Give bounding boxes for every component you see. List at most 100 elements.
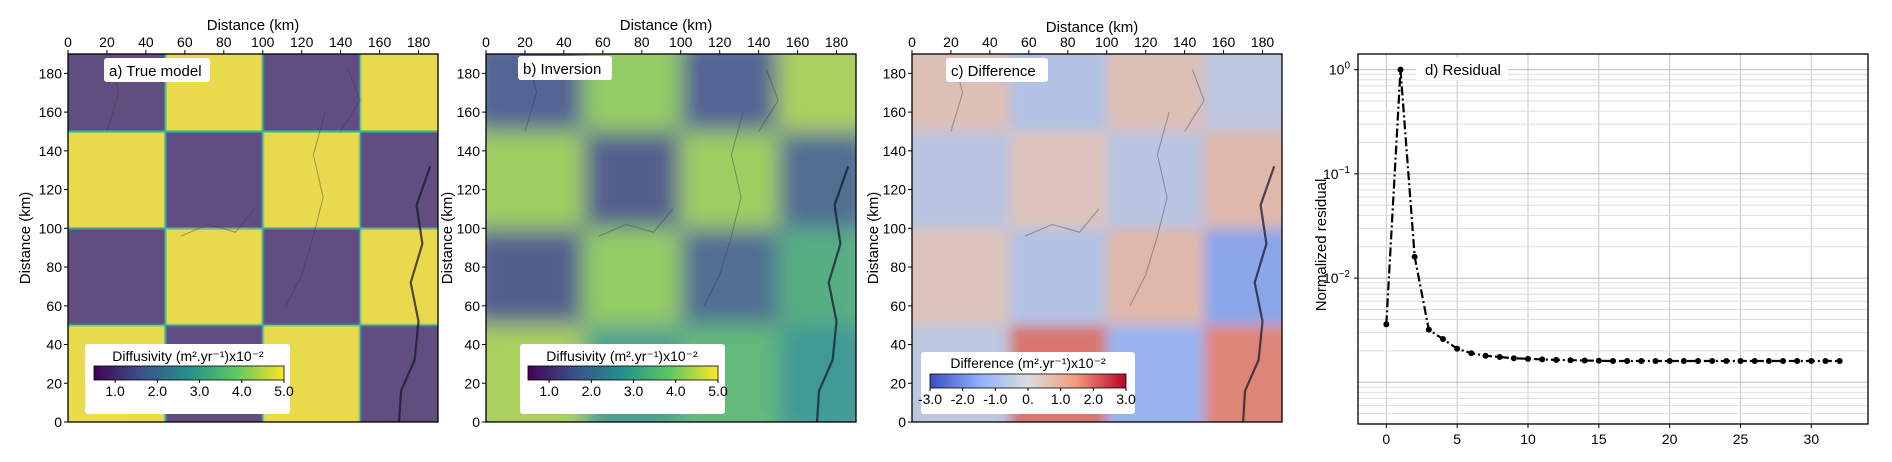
colorbar-tick-label: 4.0 bbox=[232, 383, 252, 399]
x-tick-label: 40 bbox=[138, 34, 154, 50]
y-axis-title: Distance (km) bbox=[17, 192, 34, 285]
x-tick-label: 140 bbox=[747, 34, 771, 50]
heatmap-cell bbox=[912, 131, 1010, 229]
data-point bbox=[1567, 357, 1574, 364]
heatmap-cell bbox=[68, 228, 166, 326]
y-tick-label: 100 bbox=[883, 220, 907, 236]
heatmap-cell bbox=[360, 228, 438, 326]
x-tick-label: 20 bbox=[99, 34, 115, 50]
y-tick-label: 0 bbox=[54, 414, 62, 430]
heatmap-cell bbox=[262, 131, 361, 229]
x-tick-label: 20 bbox=[517, 34, 533, 50]
x-tick-label: 40 bbox=[556, 34, 572, 50]
y-tick-label: 140 bbox=[39, 143, 63, 159]
x-tick-label: 0 bbox=[1382, 431, 1390, 447]
y-tick-label: 100 bbox=[457, 220, 481, 236]
heatmap-cell bbox=[262, 54, 361, 132]
y-tick-label: 20 bbox=[464, 375, 480, 391]
plot-frame bbox=[911, 53, 1283, 423]
data-point bbox=[1624, 358, 1631, 365]
data-point bbox=[1765, 358, 1772, 365]
x-tick-label: 0 bbox=[908, 34, 916, 50]
colorbar-tick-label: -3.0 bbox=[918, 391, 942, 407]
y-tick-label: 160 bbox=[39, 104, 63, 120]
data-point bbox=[1737, 358, 1744, 365]
x-tick-label: 100 bbox=[1095, 34, 1119, 50]
x-tick-label: 100 bbox=[669, 34, 693, 50]
data-point bbox=[1496, 353, 1503, 360]
heatmap-cell bbox=[1106, 54, 1205, 132]
heatmap-cell bbox=[165, 228, 263, 326]
y-tick-label: 20 bbox=[890, 375, 906, 391]
colorbar-tick-label: 2.0 bbox=[1084, 391, 1104, 407]
x-tick-label: 30 bbox=[1804, 431, 1820, 447]
x-tick-label: 20 bbox=[943, 34, 959, 50]
drainage-stream bbox=[180, 208, 256, 237]
colorbar-tick-label: -1.0 bbox=[983, 391, 1007, 407]
data-point bbox=[1525, 355, 1531, 362]
y-tick-label: 40 bbox=[46, 337, 62, 353]
data-point bbox=[1539, 356, 1546, 363]
y-tick-label: 140 bbox=[883, 143, 907, 159]
y-tick-label: 100 bbox=[1329, 61, 1351, 78]
x-tick-label: 120 bbox=[708, 34, 732, 50]
data-point bbox=[1425, 326, 1432, 333]
y-tick-label: 100 bbox=[39, 220, 63, 236]
data-point bbox=[1454, 345, 1461, 352]
panel-inversion: Distance (km) Distance (km) 0 20 40 60 80 100… bbox=[439, 17, 857, 430]
x-tick-label: 0 bbox=[64, 34, 72, 50]
colorbar-tick-label: 5.0 bbox=[708, 383, 728, 399]
panel-label-box bbox=[946, 58, 1048, 82]
heatmap-cell bbox=[1106, 131, 1205, 229]
panel-label: b) Inversion bbox=[523, 61, 601, 78]
drainage-stream bbox=[598, 208, 674, 237]
x-tick-label: 15 bbox=[1591, 431, 1607, 447]
heatmap-cell bbox=[360, 54, 438, 132]
y-tick-label: 120 bbox=[457, 182, 481, 198]
panel-label: c) Difference bbox=[951, 63, 1036, 80]
y-tick-label: 180 bbox=[39, 65, 63, 81]
data-point bbox=[1723, 358, 1730, 365]
panel-residual: 0 5 10 15 20 25 30 100 10−1 10−2 d) Residual Nor… bbox=[1313, 53, 1869, 447]
data-point bbox=[1510, 355, 1517, 362]
heatmap-cell bbox=[1009, 131, 1107, 229]
y-tick-label: 10−2 bbox=[1323, 269, 1350, 286]
colorbar-tick-label: 3.0 bbox=[1116, 391, 1136, 407]
y-tick-label: 0 bbox=[472, 414, 480, 430]
drainage-stream bbox=[703, 111, 744, 307]
heatmap-cell bbox=[1009, 228, 1107, 326]
heatmap-cell bbox=[1204, 228, 1282, 326]
colorbar-tick-label: 1.0 bbox=[539, 383, 559, 399]
x-tick-label: 160 bbox=[1212, 34, 1236, 50]
x-tick-label: 80 bbox=[216, 34, 232, 50]
x-tick-label: 100 bbox=[251, 34, 275, 50]
heatmap-cell bbox=[165, 131, 263, 229]
data-point bbox=[1780, 358, 1786, 365]
colorbar-gradient bbox=[93, 365, 285, 381]
data-point bbox=[1680, 358, 1687, 365]
colorbar: Diffusivity (m².yr⁻¹)x10⁻² 1.0 2.0 3.0 4.0 5… bbox=[85, 344, 294, 414]
colorbar: Diffusivity (m².yr⁻¹)x10⁻² 1.0 2.0 3.0 4.0 5… bbox=[520, 344, 728, 414]
data-point bbox=[1822, 358, 1829, 365]
residual-series-line bbox=[1385, 69, 1840, 363]
data-point bbox=[1751, 358, 1758, 365]
panel-label: a) True model bbox=[109, 63, 202, 80]
colorbar-tick-label: 1.0 bbox=[105, 383, 125, 399]
heatmap-cell bbox=[583, 228, 681, 326]
heatmap-cell bbox=[778, 228, 856, 326]
y-axis-title: Distance (km) bbox=[439, 192, 456, 285]
x-tick-label: 120 bbox=[1134, 34, 1158, 50]
heatmap-cell bbox=[680, 54, 779, 132]
y-tick-label: 160 bbox=[883, 104, 907, 120]
data-point bbox=[1383, 321, 1390, 328]
panel-label-box bbox=[1416, 58, 1508, 80]
colorbar-gradient bbox=[929, 373, 1127, 389]
data-point bbox=[1581, 357, 1588, 364]
colorbar-tick-label: 0. bbox=[1022, 391, 1034, 407]
colorbar-label: Diffusivity (m².yr⁻¹)x10⁻² bbox=[546, 348, 698, 364]
x-tick-label: 140 bbox=[1173, 34, 1197, 50]
data-point bbox=[1794, 358, 1801, 365]
y-tick-label: 60 bbox=[46, 298, 62, 314]
heatmap-cell bbox=[778, 54, 856, 132]
y-tick-label: 60 bbox=[890, 298, 906, 314]
